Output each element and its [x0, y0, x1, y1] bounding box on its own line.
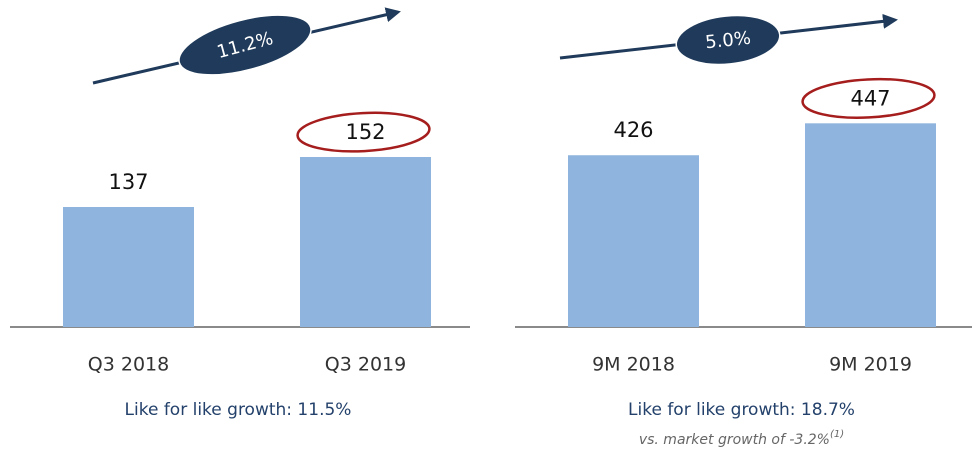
subnote: vs. market growth of -3.2%(1): [639, 429, 844, 448]
bar: [805, 123, 936, 327]
value-label: 447: [850, 86, 890, 110]
bar: [300, 157, 431, 327]
footnote: Like for like growth: 11.5%: [125, 400, 352, 420]
value-label: 426: [613, 118, 653, 142]
subnote-text: vs. market growth of -3.2%: [639, 432, 830, 448]
footnote: Like for like growth: 18.7%: [628, 400, 855, 420]
growth-badge: [675, 14, 781, 66]
x-tick-label: 9M 2019: [829, 354, 912, 376]
value-label: 137: [108, 170, 148, 194]
growth-label: 5.0%: [704, 28, 752, 54]
x-tick-label: Q3 2019: [325, 354, 406, 376]
x-tick-label: Q3 2018: [88, 354, 169, 376]
subnote-ref: (1): [830, 429, 844, 440]
bar: [568, 155, 699, 327]
growth-badge: [178, 14, 312, 76]
bar: [63, 207, 194, 327]
highlight-circle: [801, 77, 936, 119]
highlight-circle: [296, 111, 431, 153]
value-label: 152: [345, 120, 385, 144]
x-tick-label: 9M 2018: [592, 354, 675, 376]
